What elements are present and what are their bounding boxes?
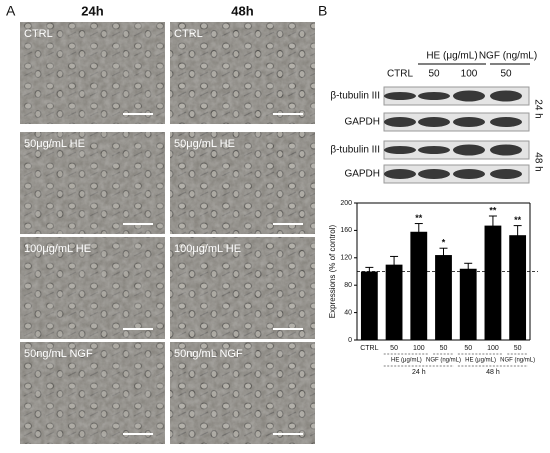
blot-band	[490, 117, 522, 127]
bar	[459, 268, 477, 340]
blot-band	[418, 169, 450, 179]
lane-label: 50	[500, 69, 512, 80]
significance: **	[415, 213, 423, 223]
significance: *	[442, 238, 446, 248]
time-label: 48 h	[532, 152, 543, 171]
significance: **	[514, 215, 522, 225]
micrograph-noise	[170, 342, 315, 444]
time-label: 24 h	[412, 369, 426, 376]
y-tick-label: 80	[344, 282, 352, 289]
panel-label: B	[318, 3, 327, 19]
panel-label: A	[6, 3, 16, 19]
image-label: 50ng/mL NGF	[174, 348, 243, 360]
y-tick-label: 120	[340, 255, 352, 262]
protein-label: β-tubulin III	[330, 91, 380, 102]
group-label: HE (μg/mL)	[391, 358, 422, 364]
lane-label: 50	[428, 69, 440, 80]
y-tick-label: 40	[344, 309, 352, 316]
micrograph-noise	[20, 342, 165, 444]
blot-band	[453, 117, 485, 127]
x-tick-label: CTRL	[360, 345, 378, 352]
image-label: 100μg/mL HE	[174, 243, 241, 255]
y-tick-label: 200	[340, 200, 352, 207]
image-label: 100μg/mL HE	[24, 243, 91, 255]
x-tick-label: 50	[514, 345, 522, 352]
micrograph-noise	[20, 237, 165, 339]
group-label: NGF (ng/mL)	[426, 358, 461, 364]
x-tick-label: 50	[464, 345, 472, 352]
y-tick-label: 0	[348, 337, 352, 344]
blot-band	[384, 117, 416, 127]
protein-label: β-tubulin III	[330, 145, 380, 156]
treatment-label: NGF (ng/mL)	[479, 51, 537, 62]
time-label: 48 h	[486, 369, 500, 376]
bar	[435, 255, 452, 340]
blot-band	[418, 92, 450, 100]
time-label: 24 h	[532, 99, 543, 118]
x-tick-label: 50	[390, 345, 398, 352]
column-header: 24h	[81, 3, 103, 18]
micrograph-noise	[170, 132, 315, 234]
x-tick-label: 100	[487, 345, 499, 352]
blot-band	[384, 146, 416, 154]
bar	[484, 225, 502, 340]
blot-band	[490, 90, 522, 102]
blot-band	[490, 169, 522, 179]
x-tick-label: 50	[440, 345, 448, 352]
blot-band	[418, 146, 450, 154]
column-header: 48h	[231, 3, 253, 18]
blot-band	[490, 144, 522, 156]
image-label: 50ng/mL NGF	[24, 348, 93, 360]
bar	[410, 231, 428, 340]
micrograph-noise	[170, 22, 315, 124]
image-label: CTRL	[174, 28, 203, 40]
y-axis-title: Expressions (% of control)	[328, 224, 337, 318]
blot-band	[418, 117, 450, 127]
x-tick-label: 100	[413, 345, 425, 352]
blot-band	[384, 92, 416, 100]
treatment-label: HE (μg/mL)	[426, 51, 477, 62]
y-tick-label: 160	[340, 227, 352, 234]
significance: **	[489, 205, 497, 215]
bar	[360, 271, 378, 340]
protein-label: GAPDH	[344, 117, 380, 128]
lane-label: CTRL	[387, 69, 414, 80]
protein-label: GAPDH	[344, 169, 380, 180]
group-label: HE (μg/mL)	[465, 358, 496, 364]
blot-band	[384, 169, 416, 179]
micrograph-noise	[20, 22, 165, 124]
group-label: NGF (ng/mL)	[500, 358, 535, 364]
bar	[385, 264, 403, 340]
blot-band	[453, 169, 485, 179]
image-label: 50μg/mL HE	[24, 138, 85, 150]
micrograph-noise	[170, 237, 315, 339]
blot-band	[453, 90, 485, 102]
image-label: CTRL	[24, 28, 53, 40]
blot-band	[453, 144, 485, 156]
image-label: 50μg/mL HE	[174, 138, 235, 150]
bar	[509, 235, 527, 340]
lane-label: 100	[461, 69, 478, 80]
micrograph-noise	[20, 132, 165, 234]
